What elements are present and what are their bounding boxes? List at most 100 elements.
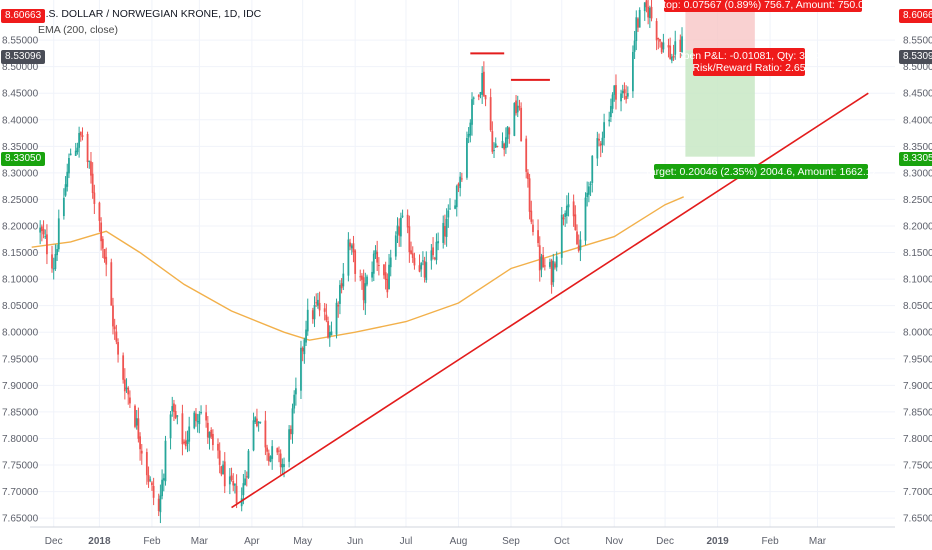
candle-body bbox=[491, 131, 494, 152]
candle-body bbox=[318, 302, 321, 311]
target-level-pill-left: 8.33050 bbox=[1, 152, 46, 166]
candle-body bbox=[457, 183, 460, 186]
candle-body bbox=[267, 453, 270, 462]
candle-body bbox=[442, 222, 445, 243]
candle-body bbox=[496, 145, 499, 147]
candle-body bbox=[247, 450, 250, 478]
candle-body bbox=[525, 138, 528, 172]
y-tick-label-right: 8.20000 bbox=[903, 221, 932, 232]
candle-body bbox=[129, 397, 131, 404]
candle-body bbox=[139, 436, 141, 450]
candle-body bbox=[232, 480, 235, 486]
candle-body bbox=[635, 17, 638, 42]
candle-body bbox=[425, 262, 428, 281]
candle-body bbox=[413, 257, 416, 266]
candle-body bbox=[234, 483, 236, 486]
y-tick-label-right: 8.35000 bbox=[903, 142, 932, 153]
candle-body bbox=[361, 275, 363, 280]
candle-body bbox=[383, 264, 385, 276]
candle-body bbox=[623, 89, 626, 94]
candle-body bbox=[549, 262, 551, 267]
indicator-label[interactable]: EMA (200, close) bbox=[38, 24, 118, 36]
candle-body bbox=[670, 56, 673, 61]
candle-body bbox=[210, 429, 213, 437]
candle-body bbox=[135, 418, 138, 426]
y-tick-label-right: 7.70000 bbox=[903, 487, 932, 498]
candle-body bbox=[256, 418, 258, 427]
candle-body bbox=[294, 388, 297, 395]
candle-body bbox=[586, 192, 589, 198]
candle-body bbox=[173, 403, 175, 412]
y-tick-label-right: 7.95000 bbox=[903, 354, 932, 365]
candle-body bbox=[662, 42, 665, 50]
ema-line bbox=[31, 196, 684, 341]
x-tick-label: Aug bbox=[450, 536, 468, 547]
candle-body bbox=[68, 158, 70, 174]
symbol-title[interactable]: U.S. DOLLAR / NORWEGIAN KRONE, 1D, IDC bbox=[38, 8, 262, 20]
candle-body bbox=[306, 309, 309, 332]
candle-body bbox=[447, 210, 450, 218]
candle-body bbox=[579, 239, 582, 251]
y-tick-label-right: 8.55000 bbox=[903, 36, 932, 47]
candle-body bbox=[217, 443, 219, 451]
candle-body bbox=[352, 243, 355, 253]
y-tick-label-left: 7.70000 bbox=[2, 487, 39, 498]
candle-body bbox=[78, 132, 81, 148]
candle-body bbox=[289, 429, 292, 435]
candle-body bbox=[567, 204, 570, 208]
candle-body bbox=[564, 213, 567, 217]
target-label: Target: 0.20046 (2.35%) 2004.6, Amount: … bbox=[645, 164, 878, 179]
candle-body bbox=[44, 236, 47, 238]
candle-body bbox=[137, 418, 140, 439]
candle-body bbox=[93, 192, 96, 204]
candle-body bbox=[667, 45, 670, 48]
candle-body bbox=[515, 100, 517, 114]
open-pnl-label: Open P&L: -0.01081, Qty: 3303Risk/Reward… bbox=[675, 48, 823, 76]
stop-level-pill-left: 8.60663 bbox=[1, 9, 46, 23]
candle-body bbox=[162, 478, 165, 481]
candle-body bbox=[489, 97, 492, 131]
candle-body bbox=[435, 241, 438, 261]
candle-body bbox=[527, 172, 529, 179]
candle-body bbox=[315, 302, 318, 304]
candle-body bbox=[660, 42, 663, 53]
candle-body bbox=[305, 329, 307, 343]
candle-body bbox=[222, 464, 224, 475]
candle-body bbox=[508, 128, 511, 135]
y-tick-label-right: 7.65000 bbox=[903, 514, 932, 525]
candle-body bbox=[562, 217, 565, 220]
ema-200-line bbox=[31, 196, 684, 341]
y-tick-label-left: 8.20000 bbox=[2, 221, 39, 232]
candle-body bbox=[112, 305, 114, 327]
candle-body bbox=[645, 0, 648, 8]
open-pnl-label-text: Risk/Reward Ratio: 2.65 bbox=[692, 62, 805, 74]
candle-body bbox=[472, 97, 475, 99]
y-tick-label-left: 7.90000 bbox=[2, 381, 39, 392]
y-tick-label-left: 7.65000 bbox=[2, 514, 39, 525]
candle-body bbox=[196, 421, 199, 423]
candle-body bbox=[584, 197, 587, 241]
candle-body bbox=[655, 21, 658, 41]
y-tick-label-right: 8.50000 bbox=[903, 62, 932, 73]
candle-body bbox=[103, 249, 106, 259]
candle-body bbox=[445, 218, 448, 237]
candle-body bbox=[264, 420, 267, 448]
candle-body bbox=[164, 440, 167, 482]
candle-body bbox=[669, 45, 672, 59]
candle-body bbox=[362, 277, 365, 301]
candle-body bbox=[659, 38, 661, 42]
candle-body bbox=[252, 420, 255, 451]
candle-body bbox=[350, 245, 353, 249]
candle-body bbox=[433, 257, 436, 259]
candle-body bbox=[388, 264, 390, 290]
candle-body bbox=[88, 160, 91, 162]
candle-body bbox=[613, 85, 616, 95]
x-tick-label: Sep bbox=[502, 536, 520, 547]
x-tick-label: Feb bbox=[761, 536, 779, 547]
candle-body bbox=[101, 238, 104, 249]
y-tick-label-right: 7.90000 bbox=[903, 381, 932, 392]
candle-body bbox=[161, 479, 163, 497]
candle-body bbox=[174, 411, 177, 419]
candle-body bbox=[57, 218, 60, 250]
